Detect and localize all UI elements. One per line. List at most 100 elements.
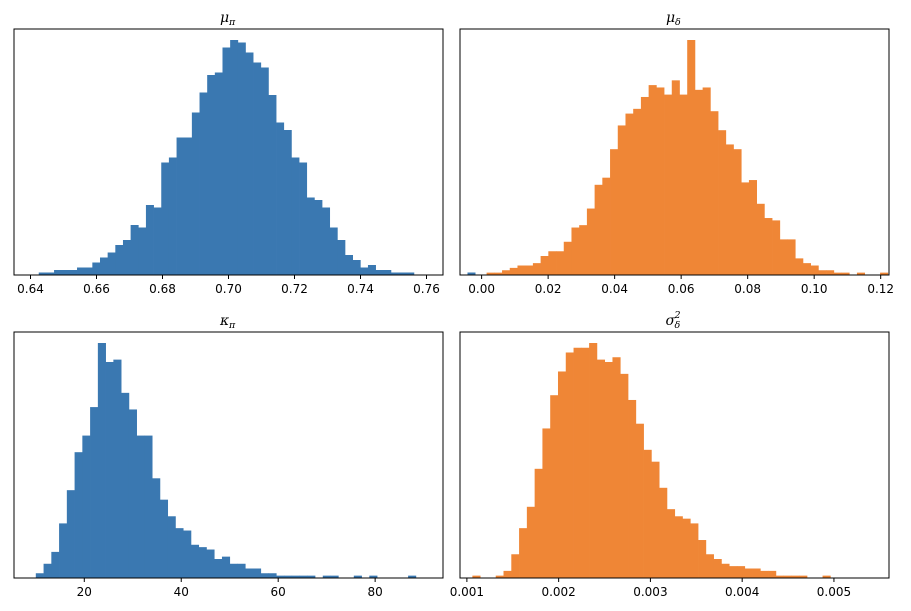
histogram-bar (113, 359, 122, 578)
histogram-bar (826, 270, 835, 275)
title-subscript: π (228, 17, 236, 28)
histogram-bar (276, 575, 285, 578)
histogram-bar (610, 149, 619, 275)
histogram-bar (153, 207, 162, 275)
histogram-bar (467, 272, 476, 275)
histogram-bar (736, 566, 746, 578)
histogram-bar (66, 490, 75, 578)
panel-title: σ δ2 (666, 310, 681, 331)
histogram-bar (54, 270, 63, 275)
histogram-bar (167, 516, 176, 578)
histogram-bar (69, 270, 78, 275)
histogram-bar (92, 262, 101, 275)
histogram-bar (159, 499, 169, 578)
histogram-bar (190, 544, 200, 578)
histogram-bar (352, 260, 361, 275)
histogram-bar (322, 575, 331, 578)
histogram-bar (565, 352, 574, 578)
histogram-bar (768, 570, 777, 578)
histogram-bar (648, 85, 657, 275)
histogram-bar (38, 272, 47, 275)
histogram-bar (360, 267, 369, 275)
histogram-bar (97, 343, 106, 578)
histogram-bar (799, 575, 808, 578)
title-symbol: μ (220, 10, 229, 26)
histogram-bar (783, 575, 792, 578)
histogram-bar (486, 272, 495, 275)
histogram-bar (494, 272, 503, 275)
histogram-bar (556, 251, 565, 275)
histogram-bar (61, 270, 70, 275)
histogram-bar (787, 239, 796, 275)
histogram-bar (756, 203, 765, 275)
histogram-bar (105, 361, 114, 578)
x-tick-label: 0.76 (413, 282, 440, 296)
histogram-bar (206, 549, 215, 578)
x-tick-label: 0.12 (867, 282, 894, 296)
histogram-bar (525, 265, 534, 275)
x-tick-label: 0.005 (817, 585, 851, 599)
histogram-bar (635, 423, 644, 578)
histogram-bar (764, 218, 773, 275)
histogram-bar (760, 570, 769, 578)
x-tick-label: 40 (174, 585, 189, 599)
histogram-bar (283, 130, 292, 275)
histogram-bar (138, 227, 147, 275)
x-tick-label: 0.10 (801, 282, 828, 296)
histogram-bar (221, 556, 231, 578)
histogram-bar (818, 270, 827, 275)
histogram-bar (517, 265, 526, 275)
histogram-bar (713, 559, 722, 578)
histogram-bar (383, 270, 392, 275)
histogram-bar (698, 540, 707, 578)
histogram-bar (222, 47, 231, 275)
histogram-bar (534, 468, 543, 578)
histogram-bar (741, 182, 750, 275)
histogram-bar (198, 547, 207, 578)
title-symbol: σ (666, 313, 676, 329)
histogram-bar (833, 272, 842, 275)
histogram-bar (540, 256, 549, 275)
histogram-bar (299, 162, 308, 275)
histogram-bar (581, 347, 590, 578)
x-tick-label: 0.70 (215, 282, 242, 296)
histogram-bar (795, 258, 804, 275)
histogram-bar (322, 207, 331, 275)
histogram-bar (856, 272, 866, 275)
histogram-panel-1: 0.64 0.66 0.68 0.70 0.72 0.74 0.76 μ π (13, 10, 476, 296)
histogram-bar (369, 575, 378, 578)
histogram-bar (557, 371, 567, 578)
histogram-bar (314, 200, 323, 275)
histogram-bar (532, 263, 541, 275)
x-tick-label: 0.00 (468, 282, 495, 296)
histogram-panel-4: 0.001 0.002 0.003 0.004 0.005 σ δ2 (450, 310, 890, 599)
histogram-bar (121, 392, 130, 578)
histogram-bar (74, 452, 83, 578)
histogram-bar (214, 72, 223, 275)
x-tick-label: 0.66 (83, 282, 110, 296)
histogram-bar (199, 92, 208, 275)
histogram-bar (284, 575, 293, 578)
histogram-bar (744, 568, 753, 578)
histogram-bar (291, 157, 300, 275)
histogram-bar (509, 267, 518, 275)
histogram-bar (633, 108, 642, 275)
histogram-bar (519, 528, 528, 578)
histogram-bar (640, 96, 649, 275)
histogram-bar (115, 245, 124, 275)
histogram-bar (472, 575, 481, 578)
histogram-bar (408, 575, 417, 578)
histogram-bar (679, 94, 688, 275)
histogram-bar (502, 270, 511, 275)
histogram-bar (35, 573, 44, 578)
histogram-bar (46, 272, 55, 275)
histogram-bar (168, 157, 177, 275)
histogram-bar (136, 435, 145, 578)
histogram-bar (152, 478, 161, 578)
histogram-bar (659, 487, 668, 578)
histogram-bar (307, 575, 316, 578)
histogram-bar (526, 506, 535, 578)
x-tick-label: 0.68 (149, 282, 176, 296)
axes-frame (13, 331, 444, 579)
